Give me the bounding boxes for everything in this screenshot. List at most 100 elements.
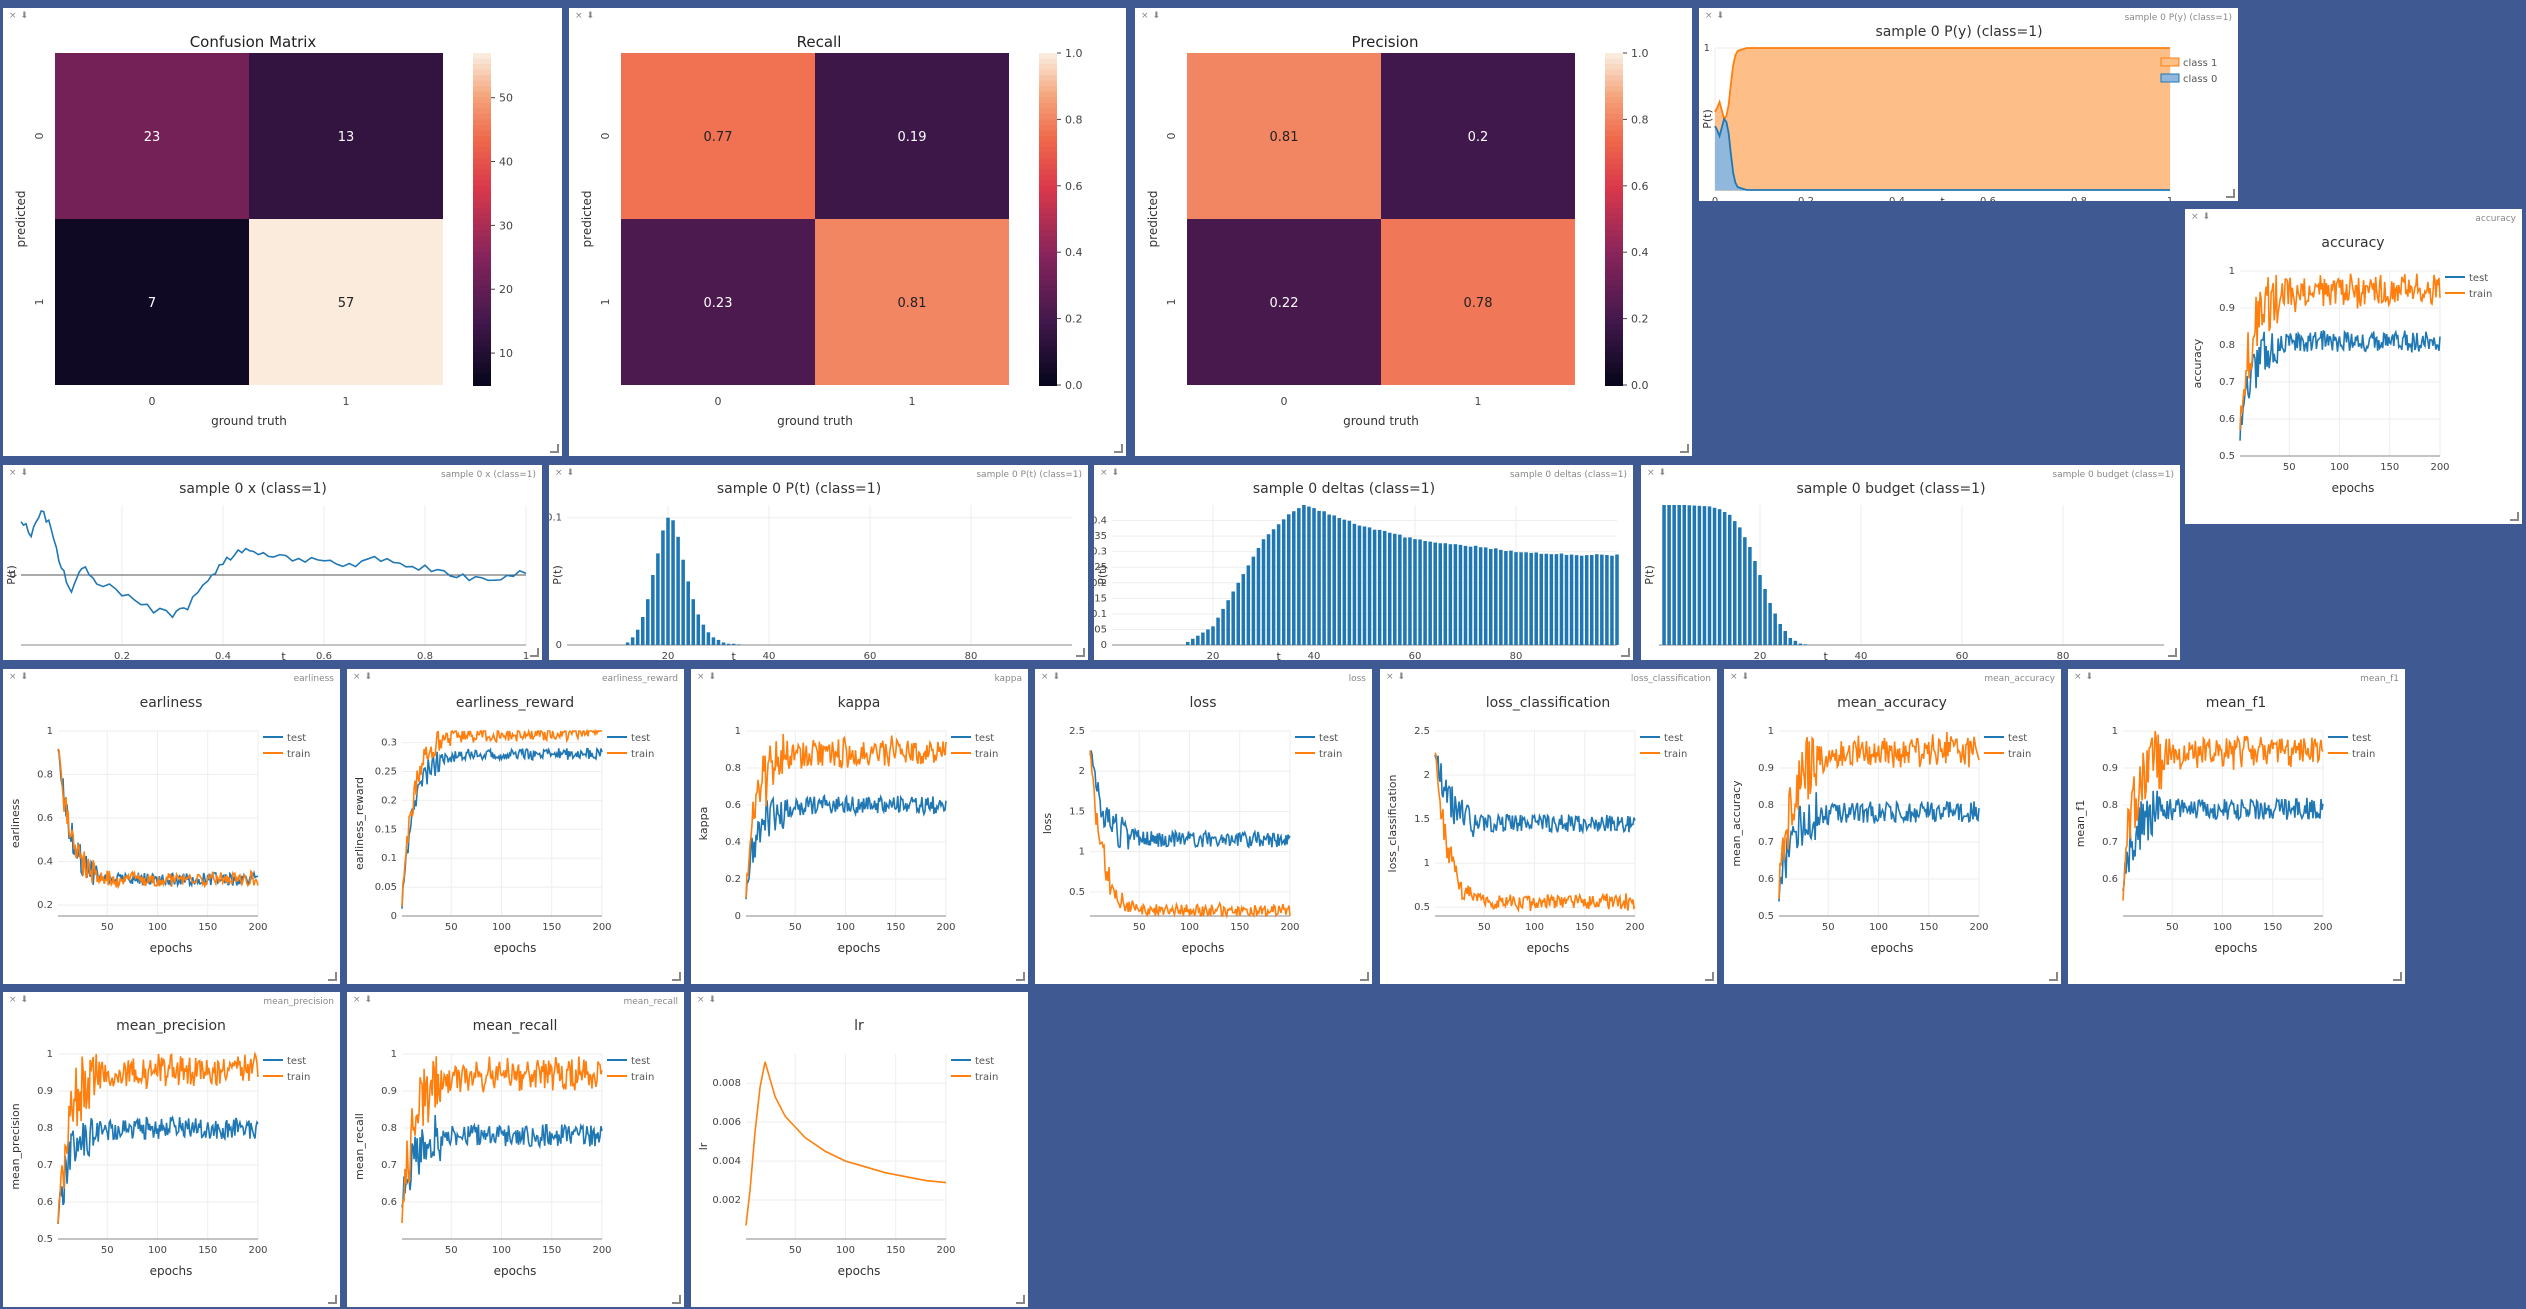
- x-tick-label: 40: [763, 651, 776, 660]
- accuracy-pane: ×⬇ accuracy accuracy 1 0.9 0.8 0.7 0.6 0.5 50 100 1…: [2185, 209, 2522, 524]
- bar: [681, 559, 685, 645]
- resize-handle-icon[interactable]: [1114, 444, 1123, 453]
- bar: [1732, 521, 1737, 645]
- series-line-test: [1089, 750, 1291, 850]
- colorbar-segment: [1605, 257, 1623, 265]
- colorbar-segment: [1605, 152, 1623, 160]
- x-axis-label: epochs: [1871, 941, 1914, 955]
- colorbar-segment: [1039, 152, 1057, 160]
- resize-handle-icon[interactable]: [1705, 972, 1714, 981]
- bar: [1778, 624, 1782, 645]
- pane-tag: sample 0 x (class=1): [441, 470, 536, 480]
- pane-window-controls[interactable]: ×⬇: [1100, 468, 1124, 478]
- series-line-train: [401, 1056, 603, 1224]
- resize-handle-icon[interactable]: [2226, 189, 2235, 198]
- pane-window-controls[interactable]: ×⬇: [9, 995, 33, 1005]
- colorbar-segment: [1605, 307, 1623, 315]
- colorbar-segment: [1605, 224, 1623, 232]
- x-tick-label: 150: [198, 922, 217, 933]
- resize-handle-icon[interactable]: [328, 1295, 337, 1304]
- colorbar-segment: [473, 158, 491, 165]
- colorbar-segment: [1605, 263, 1623, 270]
- series-line-train: [1434, 752, 1636, 913]
- bar: [686, 581, 690, 645]
- x-tick-label: 0.6: [1980, 196, 1996, 201]
- x-axis-label: epochs: [2332, 481, 2375, 495]
- y-axis-label: loss: [1041, 813, 1054, 835]
- resize-handle-icon[interactable]: [1016, 972, 1025, 981]
- bar: [711, 637, 716, 645]
- chart-title: mean_precision: [116, 1018, 226, 1034]
- pane-window-controls[interactable]: ×⬇: [1386, 672, 1410, 682]
- pane-window-controls[interactable]: ×⬇: [2074, 672, 2098, 682]
- resize-handle-icon[interactable]: [2168, 648, 2177, 657]
- colorbar-segment: [1039, 224, 1057, 232]
- bar: [1352, 523, 1357, 645]
- y-tick-label: 0: [1165, 133, 1178, 140]
- legend-label: train: [631, 1072, 654, 1083]
- y-tick-label: 1: [33, 299, 46, 306]
- bar: [1499, 549, 1503, 645]
- pane-window-controls[interactable]: ×⬇: [697, 672, 721, 682]
- x-tick-label: 100: [2330, 462, 2349, 473]
- resize-handle-icon[interactable]: [328, 972, 337, 981]
- x-tick-label: 50: [1133, 922, 1146, 933]
- series-line-test: [57, 1114, 259, 1224]
- x-tick-label: 50: [1822, 922, 1835, 933]
- y-tick-label: 0.1: [381, 853, 397, 864]
- colorbar-segment: [1039, 53, 1057, 60]
- resize-handle-icon[interactable]: [550, 444, 559, 453]
- resize-handle-icon[interactable]: [1360, 972, 1369, 981]
- colorbar-tick-label: 1.0: [1631, 47, 1649, 60]
- resize-handle-icon[interactable]: [672, 972, 681, 981]
- resize-handle-icon[interactable]: [672, 1295, 681, 1304]
- y-tick-label: 0.4: [725, 837, 741, 848]
- bar: [1509, 550, 1513, 645]
- y-tick-label: 1: [735, 726, 741, 737]
- x-axis-label: ground truth: [211, 414, 287, 428]
- y-axis-label: predicted: [580, 191, 594, 248]
- recall-pane: ×⬇ Recall 0.77 0.19 0.23 0.81 0 1 0 1 ground truth…: [569, 8, 1126, 456]
- pane-window-controls[interactable]: ×⬇: [575, 11, 599, 21]
- colorbar-segment: [473, 86, 491, 93]
- bar: [625, 642, 630, 645]
- chart-title: loss_classification: [1486, 695, 1611, 711]
- chart-title: sample 0 P(t) (class=1): [717, 481, 881, 497]
- pane-window-controls[interactable]: ×⬇: [9, 468, 33, 478]
- bar: [1453, 544, 1458, 645]
- y-tick-label: 0.7: [381, 1160, 397, 1171]
- pane-window-controls[interactable]: ×⬇: [1647, 468, 1671, 478]
- pane-window-controls[interactable]: ×⬇: [1705, 11, 1729, 21]
- pane-window-controls[interactable]: ×⬇: [697, 995, 721, 1005]
- resize-handle-icon[interactable]: [1680, 444, 1689, 453]
- colorbar-segment: [1605, 302, 1623, 309]
- resize-handle-icon[interactable]: [2393, 972, 2402, 981]
- resize-handle-icon[interactable]: [530, 648, 539, 657]
- pane-window-controls[interactable]: ×⬇: [555, 468, 579, 478]
- pane-window-controls[interactable]: ×⬇: [9, 11, 33, 21]
- colorbar-segment: [1605, 313, 1623, 320]
- y-tick-label: 0.6: [381, 1197, 397, 1208]
- pane-window-controls[interactable]: ×⬇: [1730, 672, 1754, 682]
- legend-label: train: [287, 749, 310, 760]
- colorbar-segment: [1039, 180, 1057, 187]
- colorbar-segment: [1039, 141, 1057, 149]
- pane-window-controls[interactable]: ×⬇: [2191, 212, 2215, 222]
- colorbar-segment: [1039, 302, 1057, 309]
- pane-window-controls[interactable]: ×⬇: [1141, 11, 1165, 21]
- bar: [1564, 554, 1569, 645]
- colorbar-segment: [1039, 274, 1057, 281]
- resize-handle-icon[interactable]: [1076, 648, 1085, 657]
- colorbar-segment: [1605, 180, 1623, 187]
- colorbar-tick-label: 20: [499, 283, 513, 296]
- resize-handle-icon[interactable]: [1016, 1295, 1025, 1304]
- cell-value: 23: [144, 130, 161, 145]
- resize-handle-icon[interactable]: [1621, 648, 1630, 657]
- pane-window-controls[interactable]: ×⬇: [9, 672, 33, 682]
- pane-window-controls[interactable]: ×⬇: [353, 672, 377, 682]
- pane-window-controls[interactable]: ×⬇: [353, 995, 377, 1005]
- resize-handle-icon[interactable]: [2049, 972, 2058, 981]
- pane-window-controls[interactable]: ×⬇: [1041, 672, 1065, 682]
- legend-label: class 1: [2183, 58, 2217, 69]
- resize-handle-icon[interactable]: [2510, 512, 2519, 521]
